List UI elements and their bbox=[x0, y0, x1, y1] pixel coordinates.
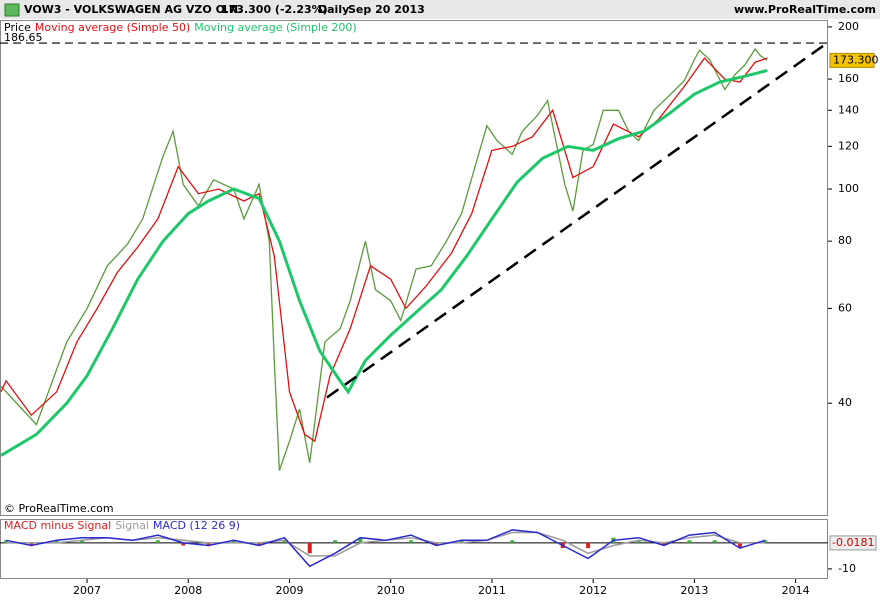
histogram-bar bbox=[257, 542, 262, 546]
y-tick-label: 140 bbox=[838, 103, 859, 116]
site: www.ProRealTime.com bbox=[734, 3, 876, 16]
period: Daily bbox=[318, 3, 349, 16]
x-tick-label: 2008 bbox=[174, 584, 202, 597]
histogram-bar bbox=[333, 540, 338, 543]
last-price-box bbox=[829, 52, 875, 68]
x-tick-label: 2012 bbox=[579, 584, 607, 597]
legend-label: Price bbox=[4, 21, 31, 34]
y-tick-label: 120 bbox=[838, 139, 859, 152]
histogram-bar bbox=[4, 540, 9, 543]
histogram-bar bbox=[29, 542, 34, 546]
y-tick-label: 80 bbox=[838, 234, 852, 247]
histogram-bar bbox=[408, 540, 413, 543]
y-tick-label: 100 bbox=[838, 182, 859, 195]
legend-label: Signal bbox=[115, 519, 149, 532]
histogram-bar bbox=[712, 540, 717, 543]
y-tick-label: 60 bbox=[838, 301, 852, 314]
legend-label: Moving average (Simple 50) bbox=[35, 21, 190, 34]
histogram-bar bbox=[54, 540, 59, 543]
histogram-bar bbox=[181, 542, 186, 546]
histogram-bar bbox=[434, 542, 439, 546]
legend-label: MACD (12 26 9) bbox=[153, 519, 240, 532]
x-tick-label: 2011 bbox=[478, 584, 506, 597]
last-value-label: -0.0181 bbox=[832, 536, 874, 549]
histogram-bar bbox=[282, 540, 287, 543]
x-tick-label: 2013 bbox=[680, 584, 708, 597]
resistance-label: 186.65 bbox=[4, 31, 43, 44]
quote: 173.300 (-2.23%) bbox=[221, 3, 328, 16]
histogram-bar bbox=[231, 540, 236, 543]
histogram-bar bbox=[662, 542, 667, 546]
histogram-bar bbox=[687, 540, 692, 543]
y-tick-label: 40 bbox=[838, 396, 852, 409]
series-line bbox=[0, 47, 768, 471]
histogram-bar bbox=[459, 540, 464, 543]
x-tick-label: 2009 bbox=[275, 584, 303, 597]
y-tick-label: -10 bbox=[838, 562, 856, 575]
series-line bbox=[5, 529, 766, 568]
y-tick-label: 160 bbox=[838, 72, 859, 85]
date: Sep 20 2013 bbox=[348, 3, 425, 16]
x-tick-label: 2007 bbox=[73, 584, 101, 597]
histogram-bar bbox=[206, 542, 211, 546]
trend-line bbox=[326, 42, 827, 399]
x-tick-label: 2014 bbox=[782, 584, 810, 597]
last-price-label: 173.300 bbox=[833, 53, 879, 66]
symbol: VOW3 - VOLKSWAGEN AG VZO O.N. bbox=[24, 3, 242, 16]
header-bar bbox=[0, 0, 880, 19]
series-line bbox=[0, 69, 768, 457]
histogram-bar bbox=[510, 540, 515, 543]
legend-label: MACD minus Signal bbox=[4, 519, 111, 532]
last-value-box bbox=[829, 535, 877, 551]
histogram-bar bbox=[737, 542, 742, 549]
histogram-bar bbox=[636, 540, 641, 543]
histogram-bar bbox=[358, 537, 363, 543]
price-panel bbox=[0, 20, 828, 516]
header-icon bbox=[4, 3, 20, 17]
histogram-bar bbox=[763, 540, 768, 543]
x-tick-label: 2010 bbox=[377, 584, 405, 597]
y-tick-label: 200 bbox=[838, 20, 859, 33]
copyright: © ProRealTime.com bbox=[4, 502, 114, 515]
histogram-bar bbox=[155, 540, 160, 543]
histogram-bar bbox=[79, 540, 84, 543]
legend-label: Moving average (Simple 200) bbox=[194, 21, 356, 34]
histogram-bar bbox=[586, 542, 591, 549]
histogram-bar bbox=[307, 542, 312, 554]
macd-panel bbox=[0, 519, 828, 579]
